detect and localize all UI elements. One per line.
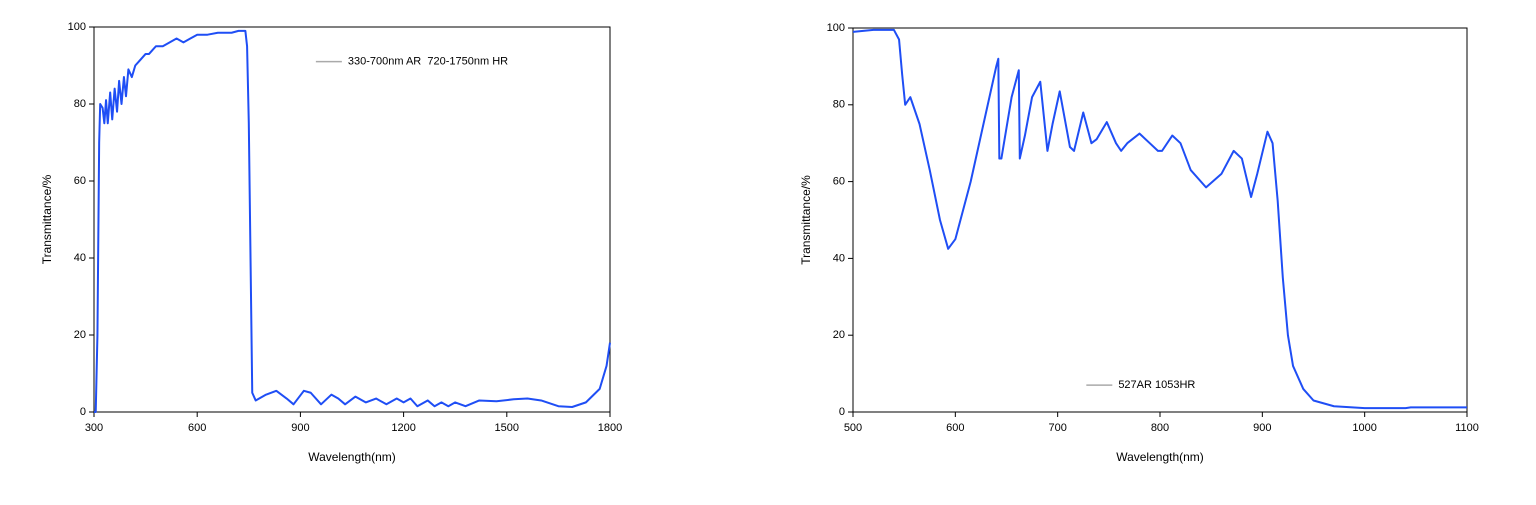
y-tick-label: 40: [833, 252, 845, 264]
x-tick-label: 1500: [495, 422, 519, 434]
y-tick-label: 40: [74, 252, 86, 264]
x-tick-label: 1800: [598, 422, 622, 434]
x-tick-label: 700: [1048, 422, 1066, 434]
y-tick-label: 100: [68, 21, 86, 33]
data-line: [852, 28, 1467, 410]
plot-frame: [93, 26, 611, 413]
legend-label: 527AR 1053HR: [1118, 379, 1195, 391]
y-tick-label: 60: [74, 175, 86, 187]
x-tick-label: 300: [85, 422, 103, 434]
x-tick-label: 900: [1253, 422, 1271, 434]
y-tick-label: 60: [833, 176, 845, 188]
x-tick-label: 600: [946, 422, 964, 434]
x-tick-label: 1200: [391, 422, 415, 434]
y-tick-label: 20: [74, 329, 86, 341]
x-axis-title: Wavelength(nm): [308, 450, 396, 464]
x-tick-label: 900: [291, 422, 309, 434]
y-axis-title: Transmittance/%: [799, 175, 813, 265]
plot-frame: [852, 27, 1468, 413]
y-tick-label: 80: [74, 98, 86, 110]
x-tick-label: 800: [1151, 422, 1169, 434]
x-tick-label: 600: [188, 422, 206, 434]
y-tick-label: 100: [827, 22, 845, 34]
y-tick-label: 80: [833, 99, 845, 111]
x-tick-label: 1100: [1455, 422, 1479, 434]
x-tick-label: 1000: [1352, 422, 1376, 434]
y-axis-title: Transmittance/%: [40, 174, 54, 264]
legend-label: 330-700nm AR 720-1750nm HR: [348, 56, 508, 68]
x-axis-title: Wavelength(nm): [1116, 450, 1204, 464]
y-tick-label: 20: [833, 329, 845, 341]
x-tick-label: 500: [844, 422, 862, 434]
data-line: [94, 29, 611, 413]
y-tick-label: 0: [80, 406, 86, 418]
y-tick-label: 0: [839, 406, 845, 418]
